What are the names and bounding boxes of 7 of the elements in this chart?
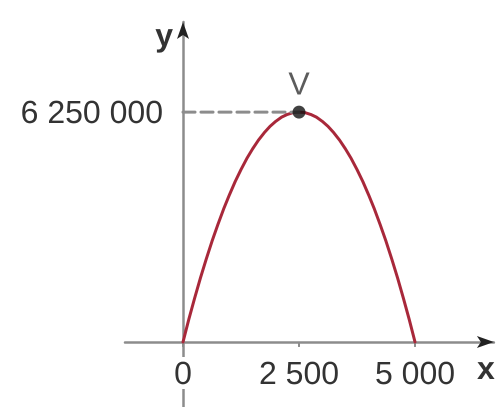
x-tick-label: 0 [174, 354, 192, 391]
x-tick-label: 5 000 [374, 354, 456, 391]
series-label: 6 250 000 [20, 94, 164, 130]
y-axis-title: y [155, 17, 174, 53]
x-tick-label: 2 500 [258, 354, 340, 391]
series-label: V [288, 66, 310, 102]
x-axis-title: x [477, 350, 495, 386]
